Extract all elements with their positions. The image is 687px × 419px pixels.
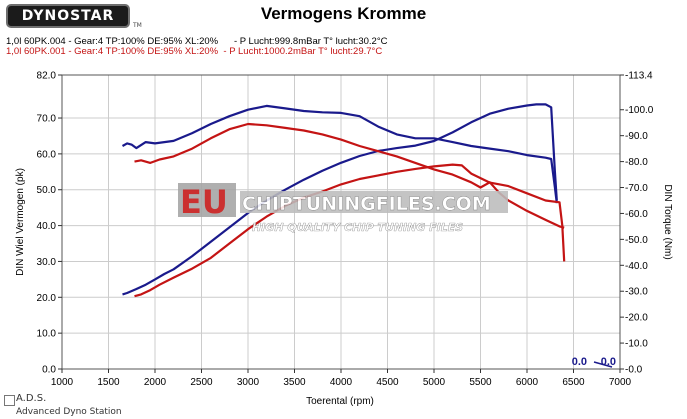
x-tick-label: 1000: [51, 377, 74, 388]
right-tick-label: -70.0: [625, 183, 648, 194]
ads-brand: A.D.S.: [16, 393, 47, 404]
left-tick-label: 60.0: [37, 149, 57, 160]
cursor-readout-right: 0.0: [601, 356, 616, 368]
series-line: [121, 104, 558, 204]
left-axis-ticks: 0.0 10.0 20.0 30.0 40.0 50.0 60.0 70.0 82.0: [37, 71, 62, 376]
run-info-004: 1,0l 60PK.004 - Gear:4 TP:100% DE:95% XL…: [6, 36, 388, 47]
watermark-tagline: HIGH QUALITY CHIP TUNING FILES: [252, 221, 463, 234]
x-tick-label: 5000: [423, 377, 446, 388]
left-tick-label: 40.0: [37, 221, 57, 232]
left-tick-label: 0.0: [42, 365, 56, 376]
right-tick-label: -0.0: [625, 365, 643, 376]
logo-text: DYNOSTAR: [21, 8, 115, 24]
x-tick-label: 4500: [376, 377, 399, 388]
cursor-readout-left: 0.0: [572, 356, 587, 368]
series-line: [134, 163, 566, 298]
watermark-site: CHIPTUNINGFILES.COM: [242, 193, 491, 215]
x-tick-label: 4000: [330, 377, 353, 388]
left-tick-label: 50.0: [37, 185, 57, 196]
right-tick-label: -60.0: [625, 209, 648, 220]
left-tick-label: 20.0: [37, 293, 57, 304]
right-tick-label: -20.0: [625, 313, 648, 324]
x-axis-label: Toerental (rpm): [306, 396, 374, 407]
dynostar-logo: DYNOSTAR: [6, 4, 130, 28]
run-info-001: 1,0l 60PK.001 - Gear:4 TP:100% DE:95% XL…: [6, 46, 383, 57]
right-axis-ticks: -0.0 -10.0 -20.0 -30.0 -40.0 -50.0 -60.0 -70.0 -…: [620, 71, 654, 376]
right-tick-label: -80.0: [625, 157, 648, 168]
x-tick-label: 2500: [190, 377, 213, 388]
right-tick-label: -113.4: [625, 71, 653, 82]
ads-subtitle: Advanced Dyno Station: [16, 407, 122, 417]
left-tick-label: 82.0: [37, 71, 57, 82]
watermark: EU CHIPTUNINGFILES.COM HIGH QUALITY CHIP…: [178, 183, 508, 234]
watermark-eu: EU: [180, 183, 228, 221]
right-tick-label: -40.0: [625, 261, 648, 272]
watermark-eu-box: [178, 183, 236, 217]
chart-grid: [62, 75, 620, 369]
x-axis-ticks: 1000 1500 2000 2500 3000 3500 4000 4500 5000 5500…: [51, 369, 632, 388]
x-tick-label: 2000: [144, 377, 167, 388]
left-tick-label: 10.0: [37, 329, 57, 340]
series-line: [122, 103, 558, 296]
right-tick-label: -100.0: [625, 105, 654, 116]
cursor-readout-line: [593, 361, 613, 368]
x-tick-label: 5500: [469, 377, 492, 388]
right-tick-label: -10.0: [625, 339, 648, 350]
x-tick-label: 6500: [562, 377, 585, 388]
left-tick-label: 70.0: [37, 114, 57, 125]
x-tick-label: 3000: [237, 377, 260, 388]
trademark-mark: TM: [133, 22, 142, 29]
watermark-site-box: [240, 191, 508, 213]
right-tick-label: -90.0: [625, 131, 648, 142]
left-tick-label: 30.0: [37, 257, 57, 268]
x-tick-label: 3500: [283, 377, 306, 388]
left-axis-label: DIN Wiel Vermogen (pk): [15, 168, 26, 276]
x-tick-label: 7000: [609, 377, 632, 388]
chart-title: Vermogens Kromme: [260, 4, 427, 23]
right-tick-label: -50.0: [625, 235, 648, 246]
x-tick-label: 1500: [97, 377, 120, 388]
ads-logo-icon: [4, 395, 15, 406]
x-tick-label: 6000: [516, 377, 539, 388]
right-axis-label: DIN Torque (Nm): [662, 184, 673, 259]
right-tick-label: -30.0: [625, 287, 648, 298]
